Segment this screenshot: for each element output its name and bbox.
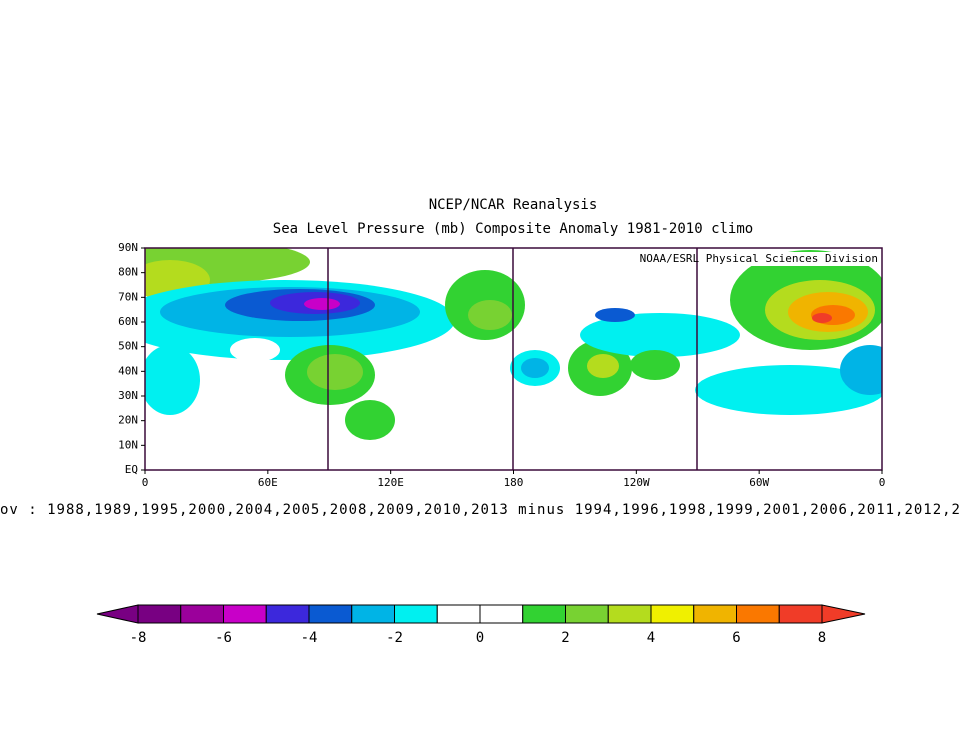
- y-tick-label: EQ: [125, 463, 138, 476]
- colorbar-swatch: [180, 604, 224, 624]
- y-tick-label: 30N: [118, 389, 138, 402]
- x-tick-label: 120E: [377, 476, 404, 489]
- colorbar-swatch: [394, 604, 438, 624]
- y-tick-label: 10N: [118, 438, 138, 451]
- x-tick-label: 60W: [749, 476, 769, 489]
- colorbar-swatch: [607, 604, 652, 624]
- colorbar-arrow-left: [96, 604, 139, 624]
- y-tick-label: 20N: [118, 414, 138, 427]
- anomaly-field: [145, 248, 882, 470]
- colorbar-swatch: [778, 604, 823, 624]
- colorbar-tick-label: 4: [647, 630, 655, 646]
- y-tick-label: 60N: [118, 315, 138, 328]
- colorbar-tick-label: -6: [215, 630, 232, 646]
- colorbar-tick-label: 2: [561, 630, 569, 646]
- colorbar-swatch: [736, 604, 780, 624]
- colorbar-swatch: [693, 604, 737, 624]
- y-tick-label: 40N: [118, 364, 138, 377]
- title: NCEP/NCAR Reanalysis: [429, 197, 598, 213]
- footer-text: ov : 1988,1989,1995,2000,2004,2005,2008,…: [0, 502, 960, 518]
- colorbar-tick-label: 6: [732, 630, 740, 646]
- subtitle: Sea Level Pressure (mb) Composite Anomal…: [273, 221, 753, 237]
- colorbar-swatch: [137, 604, 182, 624]
- colorbar-swatch: [565, 604, 609, 624]
- x-tick-label: 0: [142, 476, 149, 489]
- colorbar-tick-label: -4: [301, 630, 318, 646]
- colorbar-tick-label: -2: [386, 630, 403, 646]
- colorbar-arrow-right: [821, 604, 866, 624]
- colorbar-swatch: [479, 604, 524, 624]
- x-tick-label: 60E: [258, 476, 278, 489]
- x-tick-label: 0: [879, 476, 886, 489]
- colorbar-swatch: [223, 604, 267, 624]
- colorbar-tick-label: 8: [818, 630, 826, 646]
- colorbar-swatch: [308, 604, 353, 624]
- y-tick-label: 90N: [118, 241, 138, 254]
- colorbar-tick-label: 0: [476, 630, 484, 646]
- colorbar-swatch: [522, 604, 566, 624]
- y-tick-label: 50N: [118, 340, 138, 353]
- x-tick-label: 180: [504, 476, 524, 489]
- x-tick-label: 120W: [623, 476, 650, 489]
- colorbar-swatch: [265, 604, 310, 624]
- colorbar-tick-label: -8: [130, 630, 147, 646]
- section-lines: [327, 248, 698, 470]
- y-tick-label: 80N: [118, 266, 138, 279]
- colorbar-swatch: [650, 604, 695, 624]
- colorbar-swatch: [436, 604, 481, 624]
- credit: NOAA/ESRL Physical Sciences Division: [640, 252, 878, 265]
- colorbar-swatch: [351, 604, 395, 624]
- y-tick-label: 70N: [118, 290, 138, 303]
